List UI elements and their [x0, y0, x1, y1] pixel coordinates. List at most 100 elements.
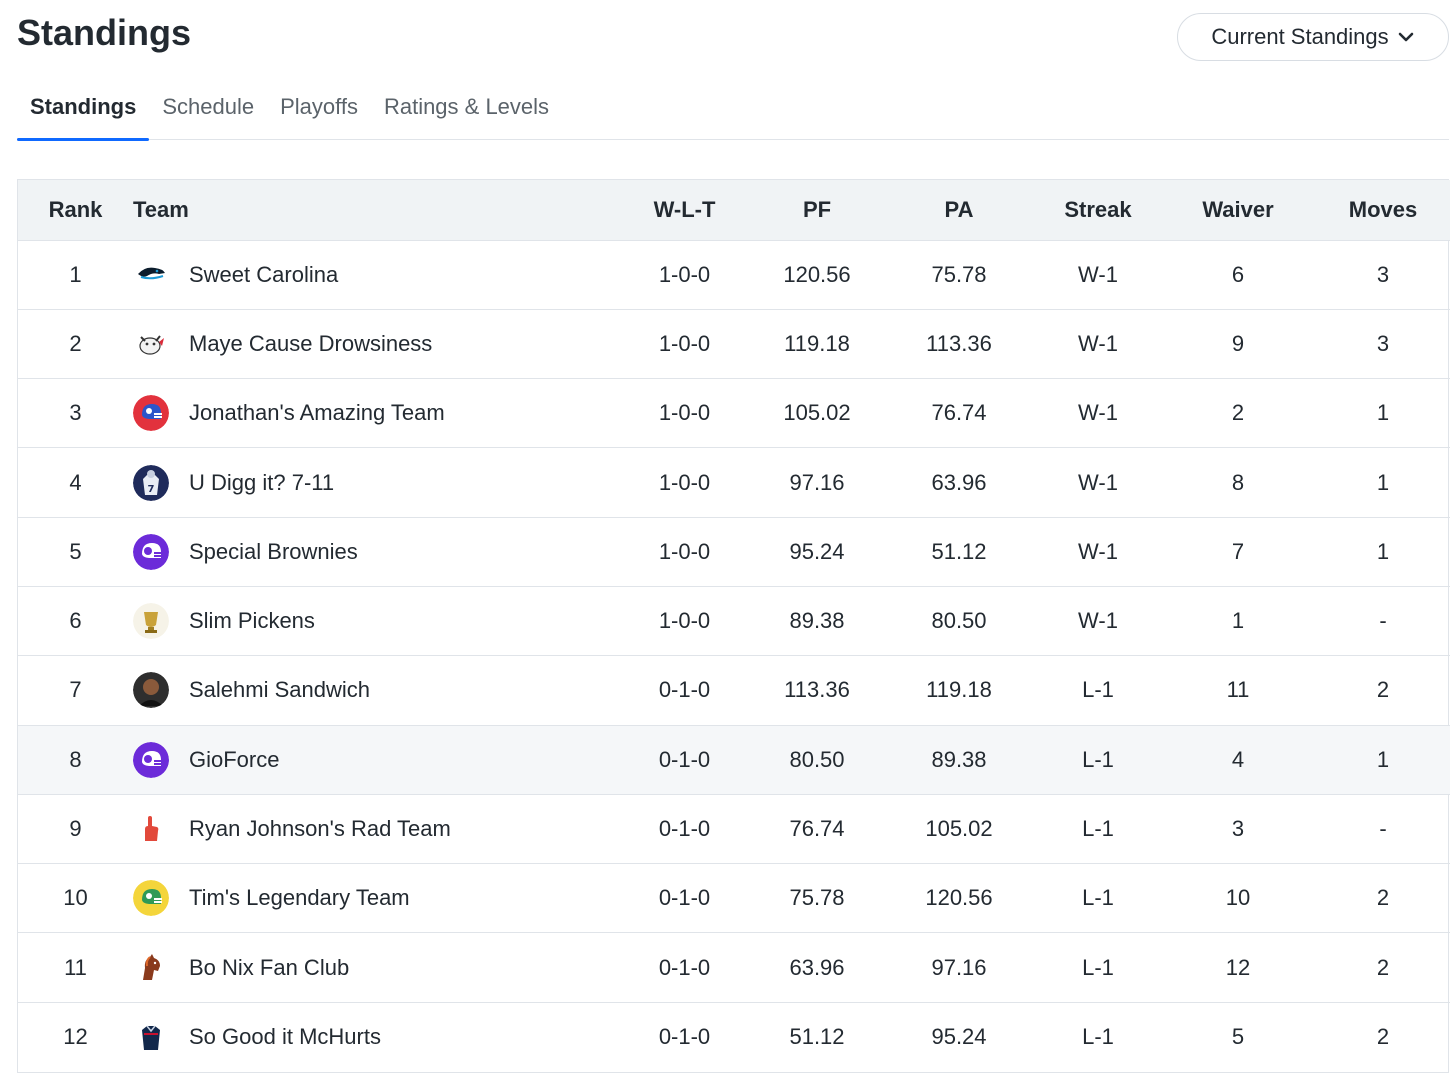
waiver-cell: 10 — [1225, 885, 1251, 911]
pa-cell: 97.16 — [931, 954, 987, 980]
tab-schedule[interactable]: Schedule — [162, 94, 255, 119]
rank-cell: 7 — [69, 677, 82, 703]
table-row[interactable]: 10 Tim's Legendary Team 0-1-0 75.78 120.56 L-… — [18, 864, 1450, 933]
table-row[interactable]: 11 Bo Nix Fan Club 0-1-0 63.96 97.16 L-1 12 2 — [18, 933, 1450, 1003]
pa-cell: 75.78 — [931, 261, 987, 287]
team-name-link[interactable]: Slim Pickens — [189, 608, 315, 634]
pa-cell: 80.50 — [931, 608, 987, 634]
waiver-cell: 11 — [1226, 677, 1250, 703]
pa-cell: 51.12 — [931, 538, 987, 564]
team-cell[interactable]: GioForce — [133, 725, 617, 794]
header-team[interactable]: Team — [133, 180, 617, 241]
waiver-cell: 8 — [1231, 469, 1245, 495]
waiver-cell: 4 — [1231, 746, 1245, 772]
rank-cell: 10 — [63, 885, 88, 911]
moves-cell: 1 — [1376, 400, 1390, 426]
foam-finger-icon — [133, 811, 169, 848]
rank-cell: 9 — [69, 816, 82, 842]
wlt-cell: 1-0-0 — [658, 469, 711, 495]
streak-cell: L-1 — [1082, 954, 1114, 980]
table-row[interactable]: 7 Salehmi Sandwich 0-1-0 113.36 119.18 L-1 11 2 — [18, 656, 1450, 726]
rank-cell: 5 — [69, 538, 82, 564]
green-helmet-icon — [133, 880, 169, 917]
dropdown-label: Current Standings — [1211, 24, 1389, 49]
moves-cell: 1 — [1376, 746, 1390, 772]
streak-cell: L-1 — [1082, 885, 1114, 911]
table-row[interactable]: 1 Sweet Carolina 1-0-0 120.56 75.78 W-1 6 3 — [18, 240, 1450, 310]
team-name-link[interactable]: Ryan Johnson's Rad Team — [189, 816, 451, 842]
team-cell[interactable]: Tim's Legendary Team — [133, 864, 617, 933]
tab-ratings-levels[interactable]: Ratings & Levels — [383, 94, 550, 119]
table-row[interactable]: 9 Ryan Johnson's Rad Team 0-1-0 76.74 105.02… — [18, 794, 1450, 864]
team-cell[interactable]: Special Brownies — [133, 517, 617, 586]
moves-cell: 1 — [1376, 538, 1390, 564]
team-cell[interactable]: Maye Cause Drowsiness — [133, 309, 617, 378]
wlt-cell: 1-0-0 — [658, 400, 711, 426]
header-wlt[interactable]: W-L-T — [617, 180, 752, 241]
moves-cell: 2 — [1376, 1024, 1390, 1050]
page-header: Standings Current Standings — [0, 0, 1456, 80]
header-pa[interactable]: PA — [882, 180, 1036, 241]
team-name-link[interactable]: Jonathan's Amazing Team — [189, 400, 445, 426]
pf-cell: 113.36 — [784, 677, 850, 703]
gold-trophy-icon — [133, 603, 169, 640]
tab-bar: Standings Schedule Playoffs Ratings & Le… — [17, 82, 1449, 141]
table-row[interactable]: 8 GioForce 0-1-0 80.50 89.38 L-1 4 1 — [18, 725, 1450, 795]
rank-cell: 8 — [69, 746, 82, 772]
team-name-link[interactable]: Salehmi Sandwich — [189, 677, 370, 703]
header-streak[interactable]: Streak — [1036, 180, 1160, 241]
tab-standings[interactable]: Standings — [17, 82, 150, 141]
waiver-cell: 3 — [1231, 816, 1245, 842]
rank-cell: 3 — [69, 400, 82, 426]
wlt-cell: 1-0-0 — [658, 608, 711, 634]
table-row[interactable]: 3 Jonathan's Amazing Team 1-0-0 105.02 76.74… — [18, 379, 1450, 448]
moves-cell: 2 — [1376, 885, 1390, 911]
standings-table: Rank Team W-L-T PF PA Streak Waiver Move… — [17, 179, 1450, 1073]
table-row[interactable]: 4 7 U Digg it? 7-11 1-0-0 97.16 63.96 W-1 8 1 — [18, 448, 1450, 518]
header-moves[interactable]: Moves — [1316, 180, 1450, 241]
table-row[interactable]: 6 Slim Pickens 1-0-0 89.38 80.50 W-1 1 - — [18, 586, 1450, 656]
rank-cell: 2 — [69, 330, 82, 356]
team-cell[interactable]: Slim Pickens — [133, 586, 617, 655]
rank-cell: 6 — [69, 608, 82, 634]
team-cell[interactable]: 7 U Digg it? 7-11 — [133, 448, 617, 517]
standings-view-dropdown[interactable]: Current Standings — [1177, 13, 1449, 61]
team-name-link[interactable]: Sweet Carolina — [189, 261, 339, 287]
tab-playoffs[interactable]: Playoffs — [280, 94, 358, 119]
table-row[interactable]: 2 Maye Cause Drowsiness 1-0-0 119.18 113.36 W… — [18, 309, 1450, 379]
rank-cell: 11 — [64, 954, 87, 980]
page-title: Standings — [17, 12, 192, 53]
pf-cell: 63.96 — [789, 954, 845, 980]
team-cell[interactable]: Salehmi Sandwich — [133, 656, 617, 725]
team-cell[interactable]: Sweet Carolina — [133, 240, 617, 309]
table-row[interactable]: 12 So Good it McHurts 0-1-0 51.12 95.24 L-1 5 2 — [18, 1002, 1450, 1071]
pf-cell: 51.12 — [789, 1024, 845, 1050]
team-cell[interactable]: Bo Nix Fan Club — [133, 933, 617, 1002]
waiver-cell: 5 — [1231, 1024, 1245, 1050]
streak-cell: L-1 — [1082, 746, 1114, 772]
waiver-cell: 12 — [1225, 954, 1251, 980]
pa-cell: 120.56 — [925, 885, 993, 911]
team-cell[interactable]: So Good it McHurts — [133, 1002, 617, 1071]
header-rank[interactable]: Rank — [18, 180, 133, 241]
team-name-link[interactable]: Bo Nix Fan Club — [189, 954, 350, 980]
team-name-link[interactable]: U Digg it? 7-11 — [189, 469, 335, 495]
team-name-link[interactable]: Tim's Legendary Team — [189, 885, 410, 911]
waiver-cell: 7 — [1231, 538, 1245, 564]
navy-jersey-icon — [133, 1019, 169, 1056]
team-name-link[interactable]: So Good it McHurts — [189, 1024, 381, 1050]
team-cell[interactable]: Jonathan's Amazing Team — [133, 379, 617, 448]
team-cell[interactable]: Ryan Johnson's Rad Team — [133, 794, 617, 863]
team-name-link[interactable]: Maye Cause Drowsiness — [189, 330, 433, 356]
team-name-link[interactable]: Special Brownies — [189, 538, 358, 564]
pf-cell: 97.16 — [789, 469, 845, 495]
header-waiver[interactable]: Waiver — [1160, 180, 1316, 241]
table-row[interactable]: 5 Special Brownies 1-0-0 95.24 51.12 W-1 7 1 — [18, 517, 1450, 587]
svg-text:7: 7 — [148, 484, 155, 495]
header-pf[interactable]: PF — [752, 180, 882, 241]
streak-cell: L-1 — [1082, 677, 1114, 703]
team-name-link[interactable]: GioForce — [189, 746, 280, 772]
streak-cell: L-1 — [1082, 1024, 1114, 1050]
pa-cell: 76.74 — [931, 400, 987, 426]
streak-cell: W-1 — [1078, 330, 1118, 356]
